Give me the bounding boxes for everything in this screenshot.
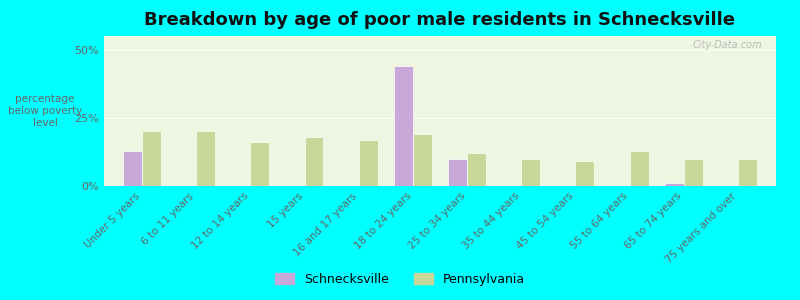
- Bar: [630, 151, 649, 186]
- Bar: [665, 183, 684, 186]
- Bar: [738, 159, 757, 186]
- Text: percentage
below poverty
level: percentage below poverty level: [8, 94, 82, 128]
- Bar: [522, 159, 540, 186]
- Bar: [142, 131, 161, 186]
- Bar: [305, 137, 323, 186]
- Bar: [394, 66, 413, 186]
- Bar: [448, 159, 467, 186]
- Text: City-Data.com: City-Data.com: [693, 40, 762, 50]
- Bar: [358, 140, 378, 186]
- Bar: [684, 159, 703, 186]
- Bar: [250, 142, 270, 186]
- Legend: Schnecksville, Pennsylvania: Schnecksville, Pennsylvania: [270, 268, 530, 291]
- Bar: [123, 151, 142, 186]
- Title: Breakdown by age of poor male residents in Schnecksville: Breakdown by age of poor male residents …: [145, 11, 735, 29]
- Bar: [413, 134, 432, 186]
- Bar: [467, 153, 486, 186]
- Bar: [575, 161, 594, 186]
- Bar: [196, 131, 215, 186]
